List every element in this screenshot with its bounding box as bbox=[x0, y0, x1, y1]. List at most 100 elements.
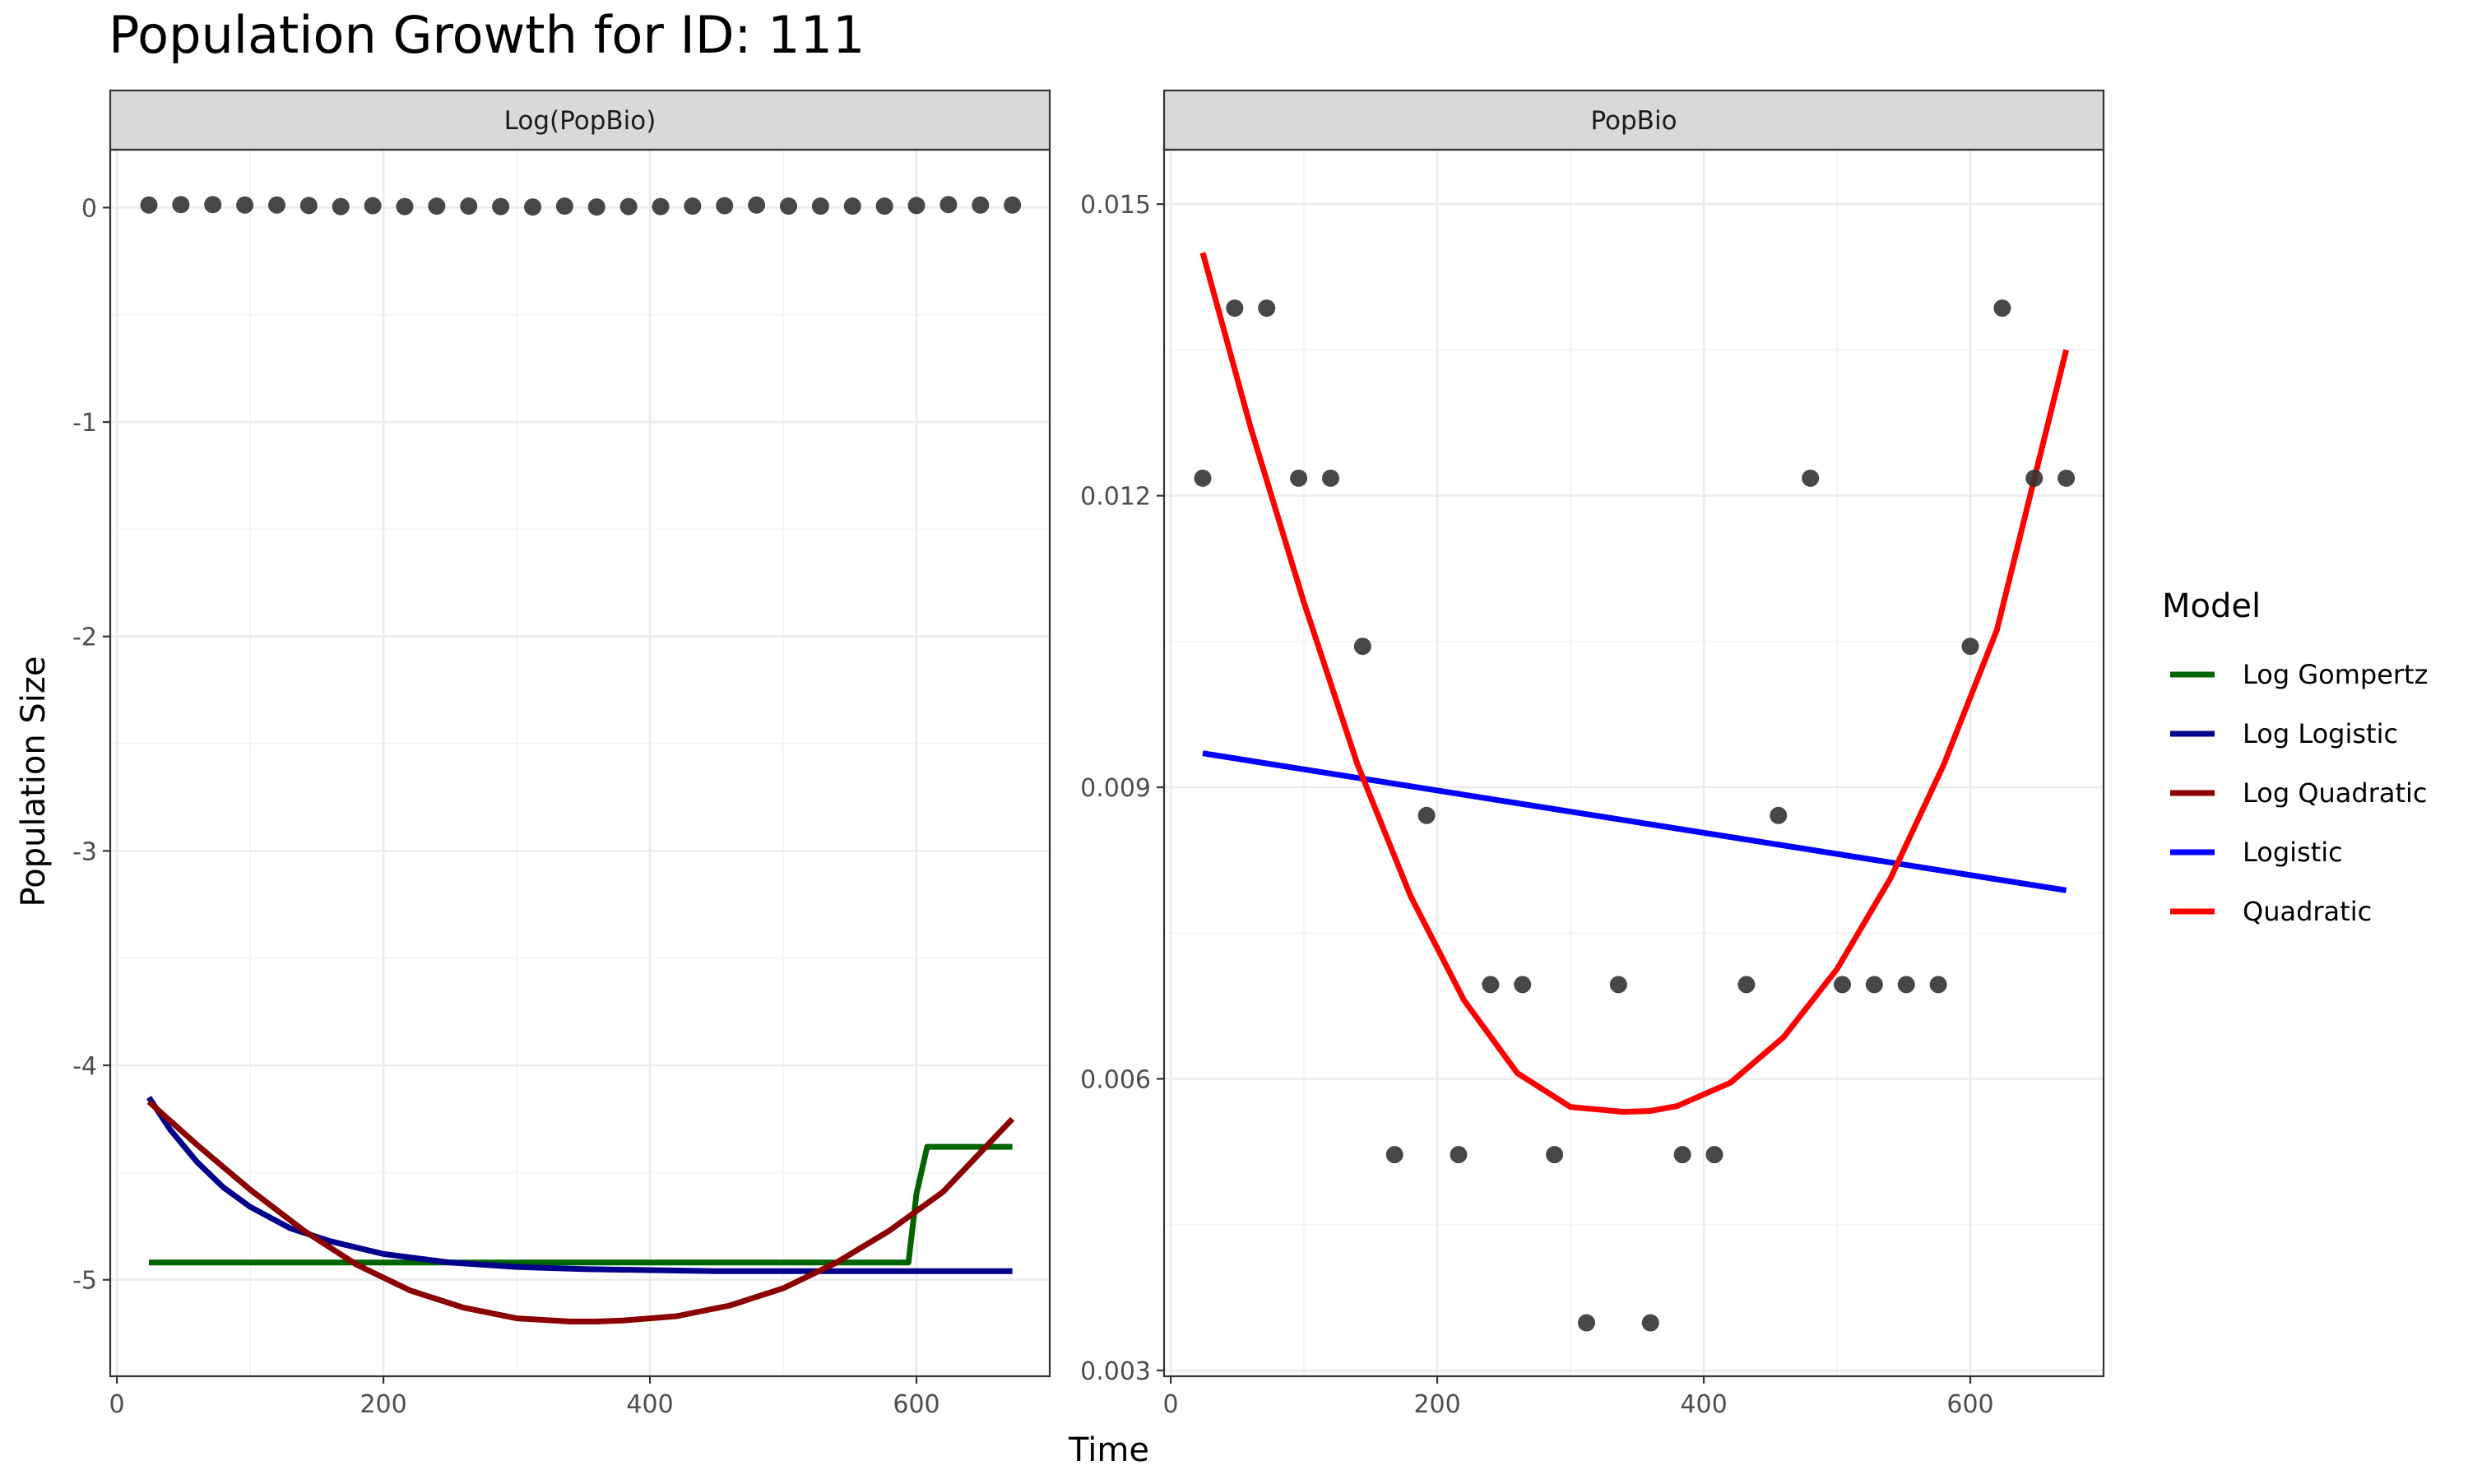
data-point bbox=[1770, 806, 1788, 824]
y-tick-label: -1 bbox=[72, 409, 97, 438]
series-line-log-gompertz bbox=[149, 1143, 1013, 1266]
x-tick-label: 400 bbox=[1680, 1390, 1727, 1419]
data-point bbox=[1961, 638, 1979, 656]
y-tick-label: -4 bbox=[72, 1052, 97, 1081]
data-point bbox=[972, 196, 990, 214]
x-tick-label: 400 bbox=[626, 1390, 673, 1419]
y-tick-label: -2 bbox=[72, 624, 97, 652]
data-point bbox=[1546, 1146, 1564, 1164]
panel-log-popbio: Log(PopBio) 0 200 400 600 0 -1 -2 -3 -4 -5 bbox=[72, 89, 1051, 1419]
data-point bbox=[1865, 976, 1883, 994]
x-axis-label: Time bbox=[1068, 1431, 1149, 1469]
data-point bbox=[1417, 806, 1436, 824]
data-point bbox=[1737, 976, 1756, 994]
panel-strip bbox=[109, 89, 1051, 151]
x-tick-label: 0 bbox=[109, 1390, 125, 1419]
y-tick-label: -3 bbox=[72, 837, 97, 866]
data-point bbox=[843, 197, 861, 216]
data-point bbox=[267, 196, 285, 214]
data-point bbox=[748, 196, 766, 214]
data-point bbox=[1802, 469, 1820, 487]
data-point bbox=[299, 197, 318, 215]
data-point bbox=[523, 198, 541, 216]
data-point bbox=[460, 197, 478, 216]
y-tick-label: 0.012 bbox=[1080, 483, 1151, 512]
data-point bbox=[204, 196, 222, 214]
data-point bbox=[172, 196, 190, 214]
data-point bbox=[2057, 469, 2076, 487]
data-point bbox=[1834, 976, 1852, 994]
x-tick-label: 0 bbox=[1163, 1390, 1179, 1419]
data-point bbox=[875, 197, 893, 216]
data-point bbox=[1321, 469, 1339, 487]
panel-strip-label: Log(PopBio) bbox=[504, 106, 656, 136]
data-point bbox=[1450, 1146, 1468, 1164]
legend-label: Quadratic bbox=[2243, 896, 2372, 927]
x-tick-label: 600 bbox=[1946, 1390, 1993, 1419]
panel-popbio: PopBio 0 200 400 600 0.003 0.006 0.009 0.012 0.01… bbox=[1080, 89, 2105, 1419]
x-tick-label: 200 bbox=[360, 1390, 406, 1419]
data-point bbox=[716, 197, 734, 215]
x-tick-label: 600 bbox=[893, 1390, 939, 1419]
x-tick-label: 200 bbox=[1413, 1390, 1460, 1419]
legend: Log Gompertz Log Logistic Log Quadratic Log… bbox=[2170, 659, 2428, 927]
data-point bbox=[428, 197, 446, 216]
legend-label: Log Quadratic bbox=[2243, 777, 2428, 809]
legend-label: Log Gompertz bbox=[2243, 659, 2428, 690]
series-line-logistic bbox=[1202, 750, 2067, 893]
data-point bbox=[1673, 1146, 1691, 1164]
data-point bbox=[140, 196, 158, 214]
panel-strip bbox=[1162, 89, 2105, 151]
y-tick-label: 0.003 bbox=[1080, 1357, 1151, 1386]
data-point bbox=[1226, 299, 1244, 318]
y-axis-label: Population Size bbox=[15, 656, 53, 907]
legend-label: Logistic bbox=[2243, 837, 2343, 868]
series-line-log-quadratic bbox=[146, 1099, 1015, 1324]
panel-border bbox=[1162, 148, 2105, 1378]
legend-title: Model bbox=[2162, 587, 2261, 625]
data-point bbox=[619, 197, 638, 216]
y-tick-label: 0 bbox=[81, 194, 97, 223]
data-point bbox=[1929, 976, 1947, 994]
data-point bbox=[555, 197, 573, 216]
y-tick-label: 0.015 bbox=[1080, 191, 1151, 220]
data-point bbox=[1897, 976, 1915, 994]
data-point bbox=[2025, 469, 2044, 487]
legend-label: Log Logistic bbox=[2243, 718, 2398, 749]
data-point bbox=[396, 197, 414, 216]
data-point bbox=[1705, 1146, 1723, 1164]
data-point bbox=[364, 197, 382, 215]
y-tick-label: 0.009 bbox=[1080, 774, 1151, 803]
data-point bbox=[332, 197, 350, 216]
data-point bbox=[1577, 1314, 1595, 1332]
data-point bbox=[780, 197, 798, 216]
series-line-log-logistic bbox=[146, 1096, 1013, 1274]
data-point bbox=[236, 196, 254, 214]
data-point bbox=[1353, 638, 1371, 656]
chart-title: Population Growth for ID: 111 bbox=[109, 5, 865, 65]
data-point bbox=[1258, 299, 1276, 318]
data-point bbox=[939, 196, 958, 214]
data-point bbox=[811, 197, 829, 216]
y-tick-label: -5 bbox=[72, 1267, 97, 1296]
data-point bbox=[1004, 196, 1022, 214]
data-point bbox=[587, 198, 605, 216]
data-point bbox=[1993, 299, 2011, 318]
data-point bbox=[684, 197, 702, 216]
data-point bbox=[1514, 976, 1532, 994]
data-point bbox=[1482, 976, 1500, 994]
data-point bbox=[1385, 1146, 1403, 1164]
y-tick-label: 0.006 bbox=[1080, 1065, 1151, 1094]
data-point bbox=[492, 197, 510, 216]
panel-border bbox=[109, 148, 1051, 1378]
data-point bbox=[1290, 469, 1308, 487]
series-line-quadratic bbox=[1199, 252, 2069, 1115]
data-point bbox=[1641, 1314, 1659, 1332]
panel-strip-label: PopBio bbox=[1590, 106, 1677, 136]
data-point bbox=[652, 197, 670, 216]
data-point bbox=[1194, 469, 1212, 487]
data-point bbox=[907, 197, 926, 215]
data-point bbox=[1609, 976, 1627, 994]
